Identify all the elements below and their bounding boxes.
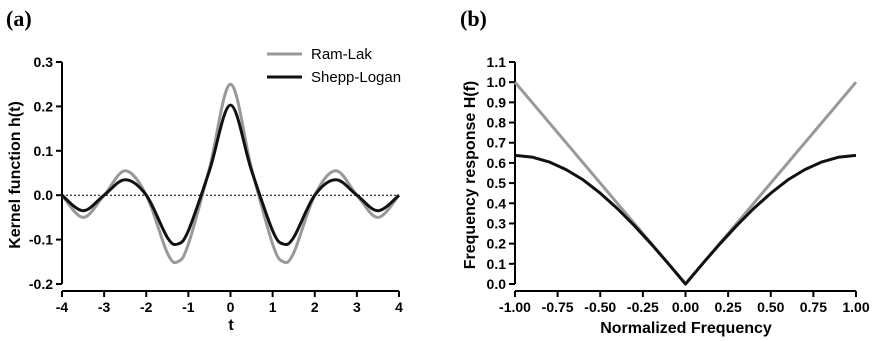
x-tick-label: 0.00 — [672, 299, 699, 315]
y-tick-label: 0.6 — [487, 155, 507, 171]
panel-b-y-title: Frequency response H(f) — [462, 81, 479, 269]
x-tick-label: -4 — [56, 299, 69, 315]
x-tick-label: 0.75 — [800, 299, 827, 315]
y-tick-label: 0.4 — [487, 195, 507, 211]
panel-b-series — [513, 81, 858, 286]
y-tick-label: 1.1 — [487, 54, 507, 70]
series-line-ram-lak — [513, 81, 858, 286]
legend-label-ram-lak: Ram-Lak — [311, 46, 372, 63]
y-tick-label: 0.3 — [487, 215, 507, 231]
y-tick-label: 0.9 — [487, 94, 507, 110]
x-tick-label: -2 — [140, 299, 153, 315]
panel-b: (b) 0.0 0.1 0.2 0.3 0.4 0.5 0.6 0.7 0.8 0.9 1.0 1.1… — [460, 6, 870, 337]
y-tick-label: 0.2 — [487, 236, 507, 252]
x-tick-label: -0.25 — [627, 299, 659, 315]
x-tick-label: 0.50 — [757, 299, 784, 315]
y-tick-label: 0.0 — [34, 187, 54, 203]
series-line-shepp-logan — [61, 103, 400, 247]
panel-a-x-title: t — [228, 317, 234, 334]
x-tick-label: 3 — [353, 299, 361, 315]
x-tick-label: 1 — [269, 299, 277, 315]
x-tick-label: -0.50 — [584, 299, 616, 315]
x-tick-label: 2 — [311, 299, 319, 315]
panel-a-x-ticks: -4 -3 -2 -1 0 1 2 3 4 — [56, 291, 403, 315]
panel-a-label: (a) — [6, 6, 32, 31]
y-tick-label: 0.1 — [34, 143, 54, 159]
legend: Ram-Lak Shepp-Logan — [267, 46, 401, 86]
y-tick-label: -0.2 — [29, 276, 53, 292]
panel-b-label: (b) — [460, 6, 487, 31]
y-tick-label: 0.2 — [34, 98, 54, 114]
y-tick-label: 0.1 — [487, 256, 507, 272]
panel-b-x-title: Normalized Frequency — [600, 320, 772, 337]
y-tick-label: 1.0 — [487, 74, 507, 90]
x-tick-label: -0.75 — [542, 299, 574, 315]
x-tick-label: -1.00 — [499, 299, 531, 315]
x-tick-label: 0.25 — [715, 299, 742, 315]
y-tick-label: 0.5 — [487, 175, 507, 191]
panel-a-y-ticks: -0.2 -0.1 0.0 0.1 0.2 0.3 — [29, 54, 62, 292]
legend-label-shepp-logan: Shepp-Logan — [311, 69, 401, 86]
series-line-ram-lak — [60, 82, 401, 265]
series-line-shepp-logan — [514, 153, 857, 286]
x-tick-label: 1.00 — [842, 299, 869, 315]
panel-b-x-ticks: -1.00 -0.75 -0.50 -0.25 0.00 0.25 0.50 0.75 1.00 — [499, 291, 870, 315]
y-tick-label: -0.1 — [29, 232, 53, 248]
x-tick-label: 4 — [395, 299, 403, 315]
y-tick-label: 0.7 — [487, 135, 507, 151]
x-tick-label: -1 — [182, 299, 195, 315]
panel-a-y-title: Kernel function h(t) — [7, 101, 24, 249]
panel-b-y-ticks: 0.0 0.1 0.2 0.3 0.4 0.5 0.6 0.7 0.8 0.9 1.0 1.1 — [487, 54, 515, 292]
panel-a-series — [60, 82, 401, 265]
y-tick-label: 0.8 — [487, 115, 507, 131]
x-tick-label: 0 — [227, 299, 235, 315]
y-tick-label: 0.0 — [487, 276, 507, 292]
panel-a: (a) -0.2 -0.1 0.0 0.1 0.2 0.3 -4 -3 -2 -1 0 1 2 3 4 t… — [6, 6, 403, 334]
y-tick-label: 0.3 — [34, 54, 54, 70]
x-tick-label: -3 — [98, 299, 111, 315]
